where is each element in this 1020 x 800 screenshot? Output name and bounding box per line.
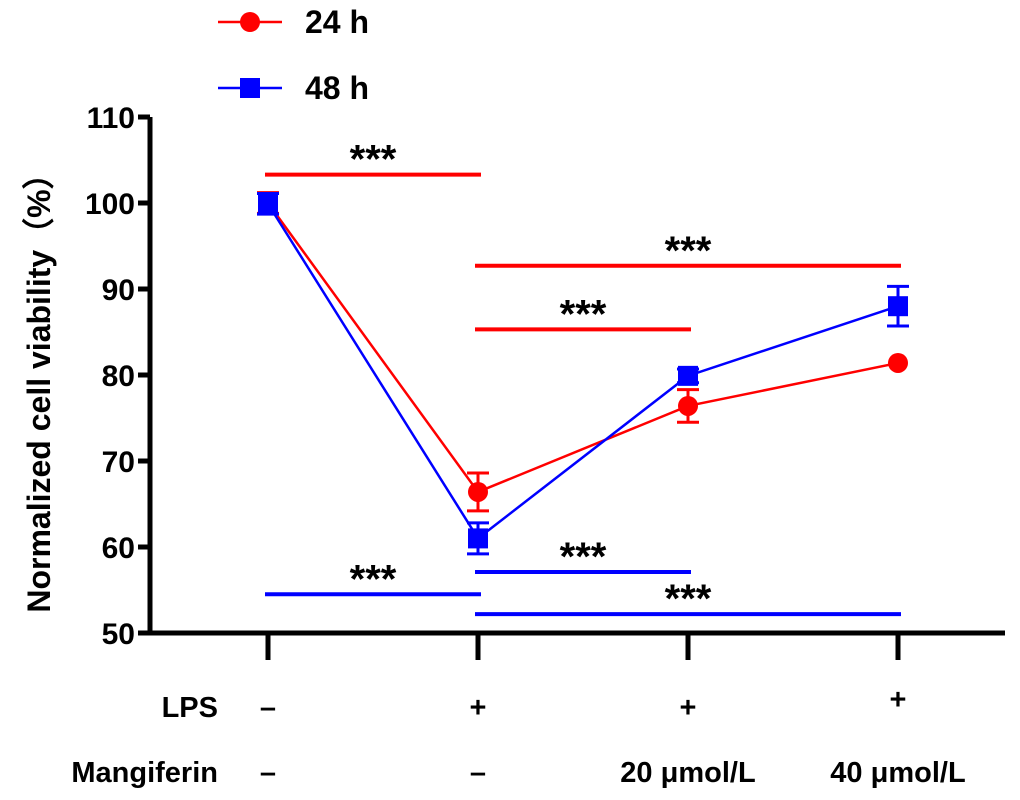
condition-value: + [680, 692, 697, 724]
y-axis-title: Normalized cell viability（%） [21, 157, 57, 612]
y-tick-label: 100 [85, 188, 135, 221]
y-tick-label: 70 [102, 446, 135, 479]
data-point [468, 528, 488, 549]
y-axis: 50 60 70 80 90 100 110 [85, 102, 153, 651]
legend-marker [240, 12, 260, 32]
significance-label: *** [350, 557, 397, 601]
legend-item: 48 h [218, 70, 369, 106]
series-line [266, 202, 899, 494]
series-24h [257, 191, 908, 513]
significance-label: *** [560, 292, 607, 336]
series-line [266, 203, 899, 541]
y-tick-label: 60 [102, 532, 135, 565]
data-point [468, 481, 488, 502]
condition-value: + [470, 692, 487, 724]
y-tick-label: 80 [102, 360, 135, 393]
condition-value: – [260, 692, 276, 724]
y-tick-label: 110 [87, 102, 135, 135]
legend: 24 h 48 h [218, 4, 369, 106]
data-point [678, 365, 698, 386]
data-point [678, 395, 698, 416]
y-tick-label: 90 [102, 274, 135, 307]
condition-value: 20 μmol/L [620, 757, 755, 789]
condition-value: 40 μmol/L [830, 757, 965, 789]
plot-area [257, 191, 909, 556]
legend-item: 24 h [218, 4, 369, 40]
significance-bars: *** *** *** *** *** *** [265, 138, 901, 621]
condition-value: – [260, 757, 276, 789]
x-axis [148, 630, 1005, 660]
significance-label: *** [665, 577, 712, 621]
condition-value: – [470, 757, 486, 789]
significance-label: *** [350, 138, 397, 182]
legend-label: 24 h [305, 4, 369, 40]
significance-label: *** [560, 535, 607, 579]
significance-label: *** [665, 229, 712, 273]
data-point [258, 193, 278, 214]
y-tick-label: 50 [102, 618, 135, 651]
data-point [888, 352, 908, 373]
legend-label: 48 h [305, 70, 369, 106]
series-48h [257, 192, 909, 556]
condition-value: + [890, 684, 907, 716]
condition-table: LPS – + + + Mangiferin – – 20 μmol/L 40 μmol/L [71, 684, 965, 789]
condition-row-label: Mangiferin [71, 757, 218, 789]
data-point [888, 296, 908, 317]
condition-row-label: LPS [162, 692, 218, 724]
legend-marker [240, 78, 260, 98]
